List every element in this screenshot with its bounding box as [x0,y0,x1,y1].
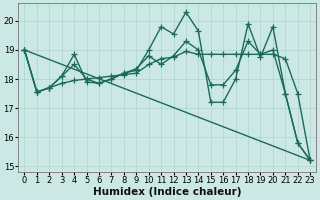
X-axis label: Humidex (Indice chaleur): Humidex (Indice chaleur) [93,187,242,197]
